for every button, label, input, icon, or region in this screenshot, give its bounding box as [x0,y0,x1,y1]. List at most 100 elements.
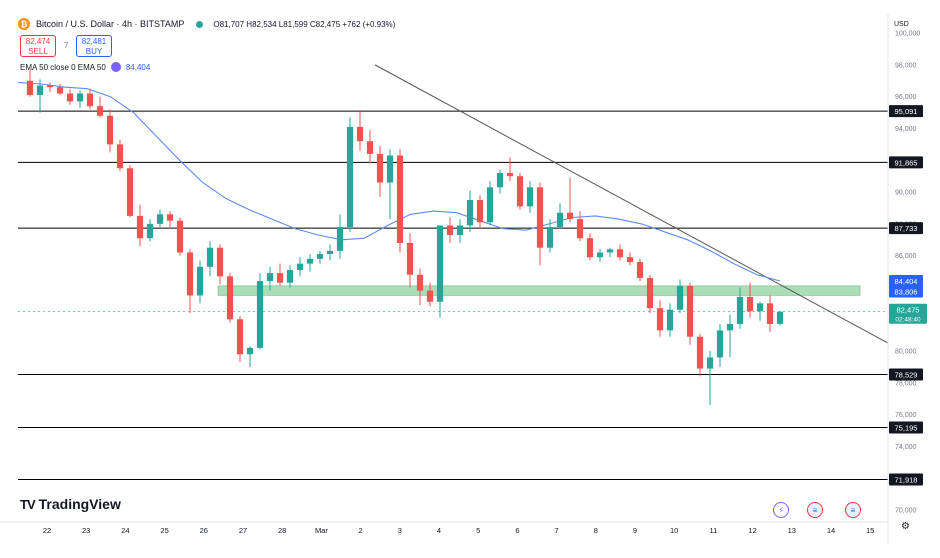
candle-body [706,357,714,369]
candle-body [206,247,214,267]
x-tick-label: 11 [710,526,718,535]
ema-price-tag [889,275,923,288]
candle-body [686,285,694,337]
x-tick-label: 9 [633,526,637,535]
candle-body [176,220,184,253]
candle-body [646,277,654,309]
zone-price-label: 83,806 [895,288,918,297]
candle-body [236,319,244,355]
candle-body [186,252,194,296]
candle-body [666,309,674,331]
sell-button[interactable]: 82,474 SELL [20,35,56,57]
candle-body [356,126,364,142]
candle-body [566,212,574,220]
candle-body [376,153,384,183]
candle-body [46,85,54,88]
candle-body [776,311,784,324]
buy-button[interactable]: 82,481 BUY [76,35,112,57]
candle-body [466,200,474,226]
candle-body [586,238,594,258]
candle-body [496,172,504,188]
candle-body [726,324,734,331]
candle-body [136,215,144,239]
symbol-title[interactable]: Bitcoin / U.S. Dollar · 4h · BITSTAMP [36,19,185,29]
x-tick-label: 14 [827,526,835,535]
x-tick-label: 23 [82,526,90,535]
x-tick-label: 8 [594,526,598,535]
candle-body [56,87,64,94]
indicator-settings-icon[interactable] [110,62,121,72]
candles-layer [26,69,784,406]
candle-body [116,144,124,169]
candle-body [226,276,234,320]
level-price-tag [889,368,923,381]
trendline [374,64,889,344]
candle-body [326,250,334,255]
level-price-tag [889,156,923,169]
us-flag-event-icon[interactable]: ≡ [807,502,823,518]
support-zone-layer [217,285,861,296]
candle-body [316,254,324,259]
y-tick-label: 70,000 [895,508,917,515]
candle-body [266,273,274,282]
candle-body [36,85,44,96]
candle-body [616,249,624,258]
candle-body [746,297,754,312]
candle-body [166,214,174,221]
candle-body [766,303,774,325]
indicator-label: EMA 50 close 0 EMA 50 [20,62,106,72]
x-tick-label: 22 [43,526,51,535]
spread-value: 7 [64,41,69,50]
y-tick-label: 76,000 [895,412,917,419]
level-price-label: 78,529 [895,370,918,379]
trendline-layer [374,64,889,344]
y-tick-label: 74,000 [895,444,917,451]
buy-label: BUY [85,47,103,56]
tradingview-logo[interactable]: TV TradingView [20,496,121,512]
level-price-tag [889,222,923,235]
event-marker-icon[interactable]: ⚡ [773,502,789,518]
x-tick-label: 4 [437,526,441,535]
y-tick-label: 78,000 [895,380,917,387]
chart-settings-icon[interactable]: ⚙ [901,521,910,532]
level-price-tag [889,105,923,118]
candle-body [476,200,484,223]
y-tick-label: 90,000 [895,190,917,197]
currency-label: USD [894,21,909,28]
candle-body [446,225,454,235]
x-tick-label: 6 [515,526,519,535]
x-tick-label: 27 [239,526,247,535]
candle-body [626,257,634,263]
y-tick-label: 94,000 [895,126,917,133]
y-tick-label: 86,000 [895,253,917,260]
candle-body [336,227,344,251]
candle-body [216,247,224,277]
candle-body [576,219,584,239]
candle-countdown-label: 02:48:40 [895,317,921,324]
candle-body [156,214,164,224]
candle-body [406,242,414,275]
candle-body [126,168,134,216]
x-tick-label: Mar [315,526,328,535]
candle-body [66,93,74,102]
y-tick-label: 100,000 [895,31,920,38]
x-tick-label: 3 [398,526,402,535]
buy-price: 82,481 [81,37,107,46]
candle-body [26,80,34,96]
candle-body [286,269,294,283]
x-tick-label: 13 [788,526,796,535]
level-price-label: 87,733 [895,224,918,233]
indicator-value: 84,404 [125,62,151,72]
candle-body [346,126,354,228]
bitcoin-icon: ₿ [18,18,30,30]
us-flag-event-icon[interactable]: ≡ [845,502,861,518]
level-price-label: 71,918 [895,476,918,485]
candle-body [456,225,464,235]
candle-body [306,258,314,264]
indicator-legend[interactable]: EMA 50 close 0 EMA 50 84,404 [20,62,150,72]
y-tick-label: 80,000 [895,349,917,356]
candle-body [486,187,494,223]
x-tick-label: 5 [476,526,480,535]
